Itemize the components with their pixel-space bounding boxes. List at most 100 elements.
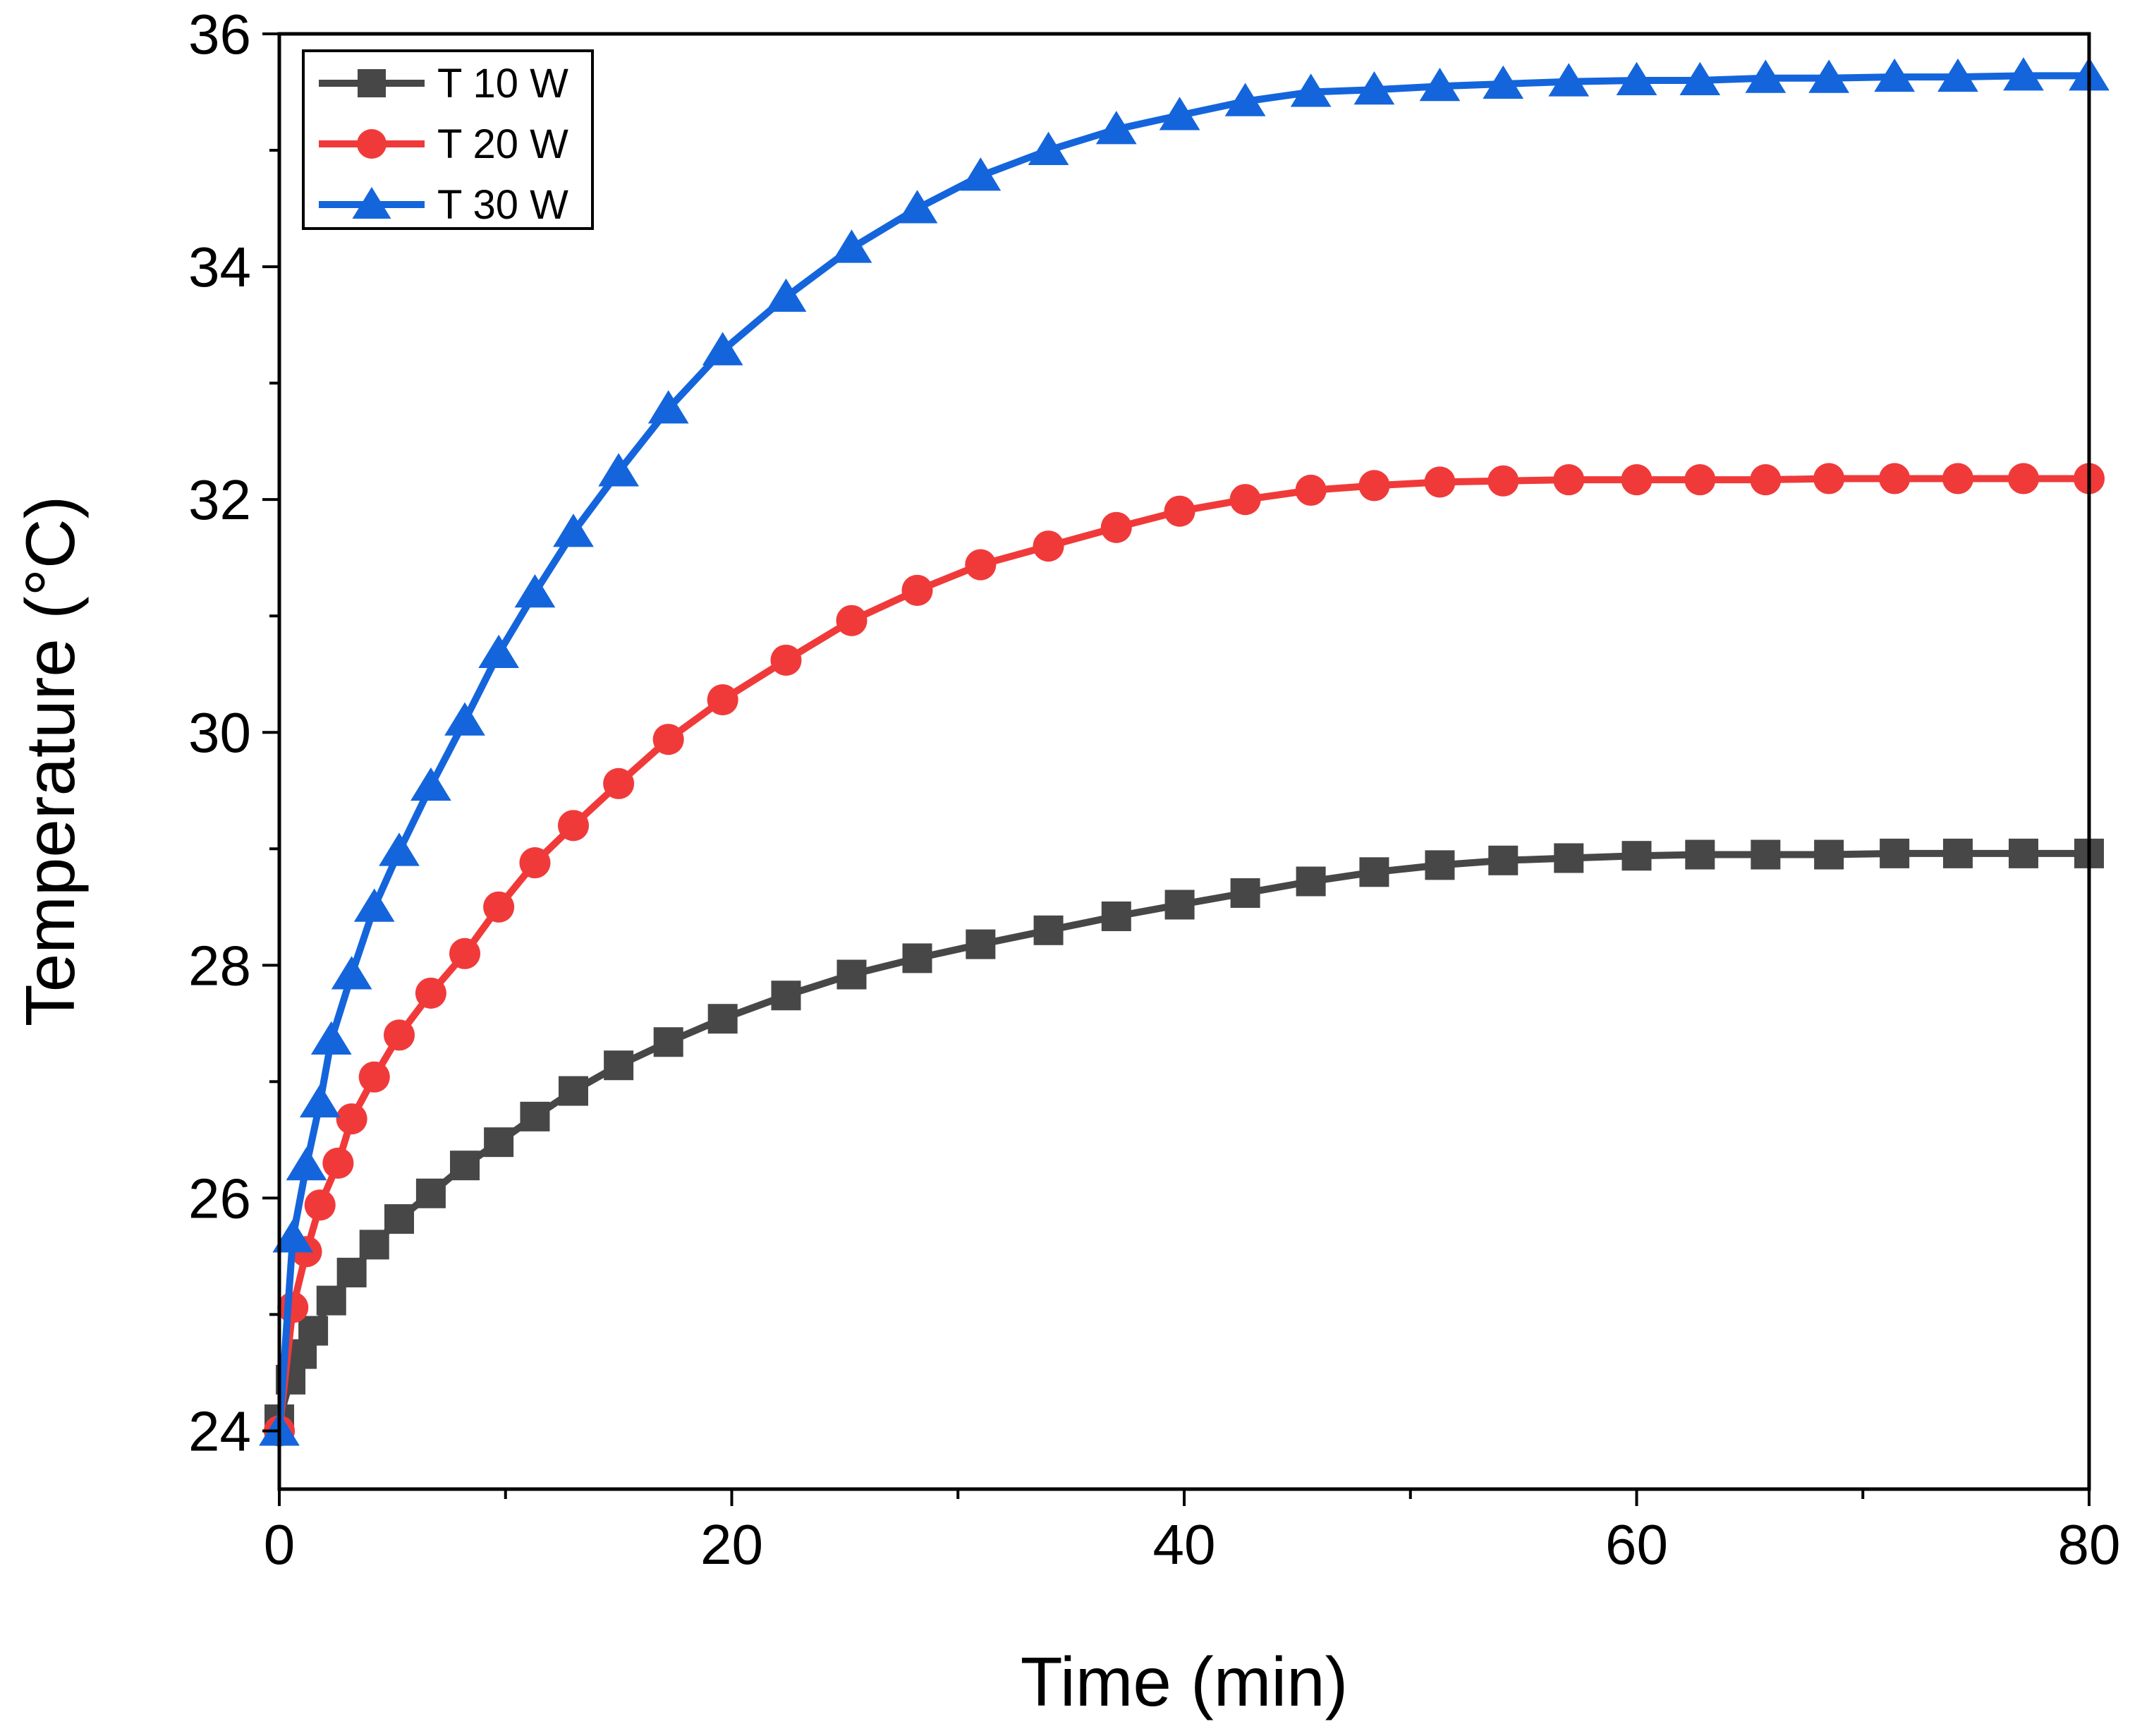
data-point-series-2 bbox=[2007, 463, 2040, 494]
data-point-series-3 bbox=[1937, 58, 1978, 92]
data-point-series-1 bbox=[1164, 890, 1195, 920]
data-point-series-2 bbox=[483, 891, 515, 923]
data-point-series-1 bbox=[450, 1151, 480, 1181]
data-point-series-2 bbox=[1621, 464, 1653, 496]
data-point-series-2 bbox=[1164, 495, 1195, 527]
x-tick-label: 80 bbox=[2058, 1513, 2121, 1576]
data-point-series-3 bbox=[553, 514, 594, 547]
data-point-series-3 bbox=[1679, 61, 1721, 96]
data-point-series-2 bbox=[770, 644, 802, 676]
data-point-series-3 bbox=[831, 229, 872, 263]
marks-layer bbox=[259, 57, 2110, 1447]
data-point-series-2 bbox=[449, 937, 481, 969]
x-axis-title: Time (min) bbox=[1021, 1643, 1349, 1720]
data-point-series-2 bbox=[1358, 470, 1390, 502]
data-point-series-3 bbox=[514, 573, 556, 608]
data-point-series-2 bbox=[322, 1147, 354, 1179]
data-point-series-2 bbox=[519, 847, 551, 879]
plot-frame bbox=[277, 32, 2091, 1491]
data-point-series-3 bbox=[1224, 83, 1266, 116]
data-point-series-3 bbox=[1483, 65, 1524, 99]
data-point-series-3 bbox=[272, 1219, 314, 1253]
data-point-series-2 bbox=[652, 724, 684, 755]
data-point-series-1 bbox=[902, 943, 932, 973]
data-point-series-3 bbox=[1353, 71, 1395, 105]
data-point-series-1 bbox=[1942, 838, 1973, 868]
data-point-series-2 bbox=[1750, 464, 1782, 496]
y-tick-label: 32 bbox=[188, 468, 251, 531]
data-point-series-3 bbox=[444, 702, 485, 736]
data-point-series-1 bbox=[2008, 838, 2038, 868]
data-point-series-2 bbox=[707, 684, 738, 716]
data-point-series-1 bbox=[316, 1285, 346, 1316]
series-line-1 bbox=[276, 849, 2093, 1423]
data-point-series-2 bbox=[836, 605, 868, 636]
data-point-series-2 bbox=[1813, 463, 1845, 494]
data-point-series-2 bbox=[1424, 466, 1456, 498]
data-point-series-3 bbox=[2003, 57, 2044, 91]
data-point-series-3 bbox=[1159, 97, 1200, 130]
data-point-series-3 bbox=[353, 888, 395, 922]
data-point-series-2 bbox=[965, 549, 997, 581]
data-point-series-3 bbox=[1548, 63, 1590, 97]
data-point-series-1 bbox=[558, 1076, 588, 1106]
data-point-series-2 bbox=[1100, 511, 1132, 543]
data-point-series-2 bbox=[603, 767, 635, 799]
legend-marker-3 bbox=[352, 187, 391, 219]
data-point-series-1 bbox=[1425, 850, 1455, 880]
data-point-series-2 bbox=[358, 1061, 390, 1093]
data-point-series-2 bbox=[1684, 464, 1716, 496]
data-point-series-2 bbox=[1879, 463, 1911, 494]
y-tick-label: 26 bbox=[188, 1167, 251, 1230]
legend-marker-2 bbox=[357, 129, 387, 159]
data-point-series-2 bbox=[1229, 484, 1261, 516]
data-point-series-1 bbox=[1033, 915, 1064, 945]
data-point-series-1 bbox=[1554, 843, 1584, 873]
data-point-series-1 bbox=[359, 1230, 389, 1260]
data-point-series-3 bbox=[1874, 58, 1916, 92]
data-point-series-3 bbox=[702, 332, 743, 365]
legend-label-3: T 30 W bbox=[437, 182, 568, 228]
data-point-series-3 bbox=[1616, 61, 1657, 96]
data-point-series-3 bbox=[896, 190, 938, 224]
data-point-series-1 bbox=[1685, 839, 1715, 870]
data-point-series-1 bbox=[604, 1050, 634, 1081]
y-tick-label: 36 bbox=[188, 3, 251, 66]
data-point-series-1 bbox=[1230, 878, 1260, 908]
x-tick-label: 20 bbox=[700, 1513, 763, 1576]
data-point-series-3 bbox=[1745, 59, 1787, 93]
y-tick-label: 28 bbox=[188, 934, 251, 997]
data-point-series-3 bbox=[410, 767, 451, 801]
data-point-series-1 bbox=[771, 981, 801, 1011]
data-point-series-2 bbox=[415, 977, 446, 1009]
data-point-series-2 bbox=[557, 810, 590, 842]
y-tick-label: 34 bbox=[188, 236, 251, 298]
data-point-series-3 bbox=[286, 1146, 327, 1181]
data-point-series-1 bbox=[1359, 857, 1389, 887]
x-tick-label: 60 bbox=[1605, 1513, 1668, 1576]
series-line-3 bbox=[276, 72, 2093, 1435]
axes-layer: 0 20 40 60 80 24 26 28 30 32 34 36 bbox=[188, 3, 2120, 1576]
data-point-series-3 bbox=[1419, 68, 1461, 102]
data-point-series-1 bbox=[836, 959, 867, 990]
data-point-series-1 bbox=[384, 1204, 414, 1234]
data-point-series-1 bbox=[484, 1127, 514, 1158]
data-point-series-3 bbox=[1808, 59, 1850, 93]
y-tick-label: 30 bbox=[188, 701, 251, 764]
data-point-series-2 bbox=[304, 1189, 336, 1221]
data-point-series-1 bbox=[336, 1258, 367, 1288]
legend-label-2: T 20 W bbox=[437, 121, 568, 167]
data-point-series-1 bbox=[1880, 838, 1910, 868]
data-point-series-1 bbox=[966, 929, 996, 959]
data-point-series-1 bbox=[520, 1101, 550, 1131]
data-point-series-1 bbox=[1101, 902, 1131, 932]
data-point-series-1 bbox=[1751, 839, 1781, 870]
data-point-series-3 bbox=[331, 956, 372, 990]
data-point-series-3 bbox=[1290, 73, 1332, 107]
legend-label-1: T 10 W bbox=[437, 61, 568, 107]
data-point-series-3 bbox=[299, 1084, 341, 1118]
y-tick-label: 24 bbox=[188, 1400, 251, 1462]
series-line-2 bbox=[276, 475, 2093, 1435]
data-point-series-3 bbox=[379, 832, 420, 866]
